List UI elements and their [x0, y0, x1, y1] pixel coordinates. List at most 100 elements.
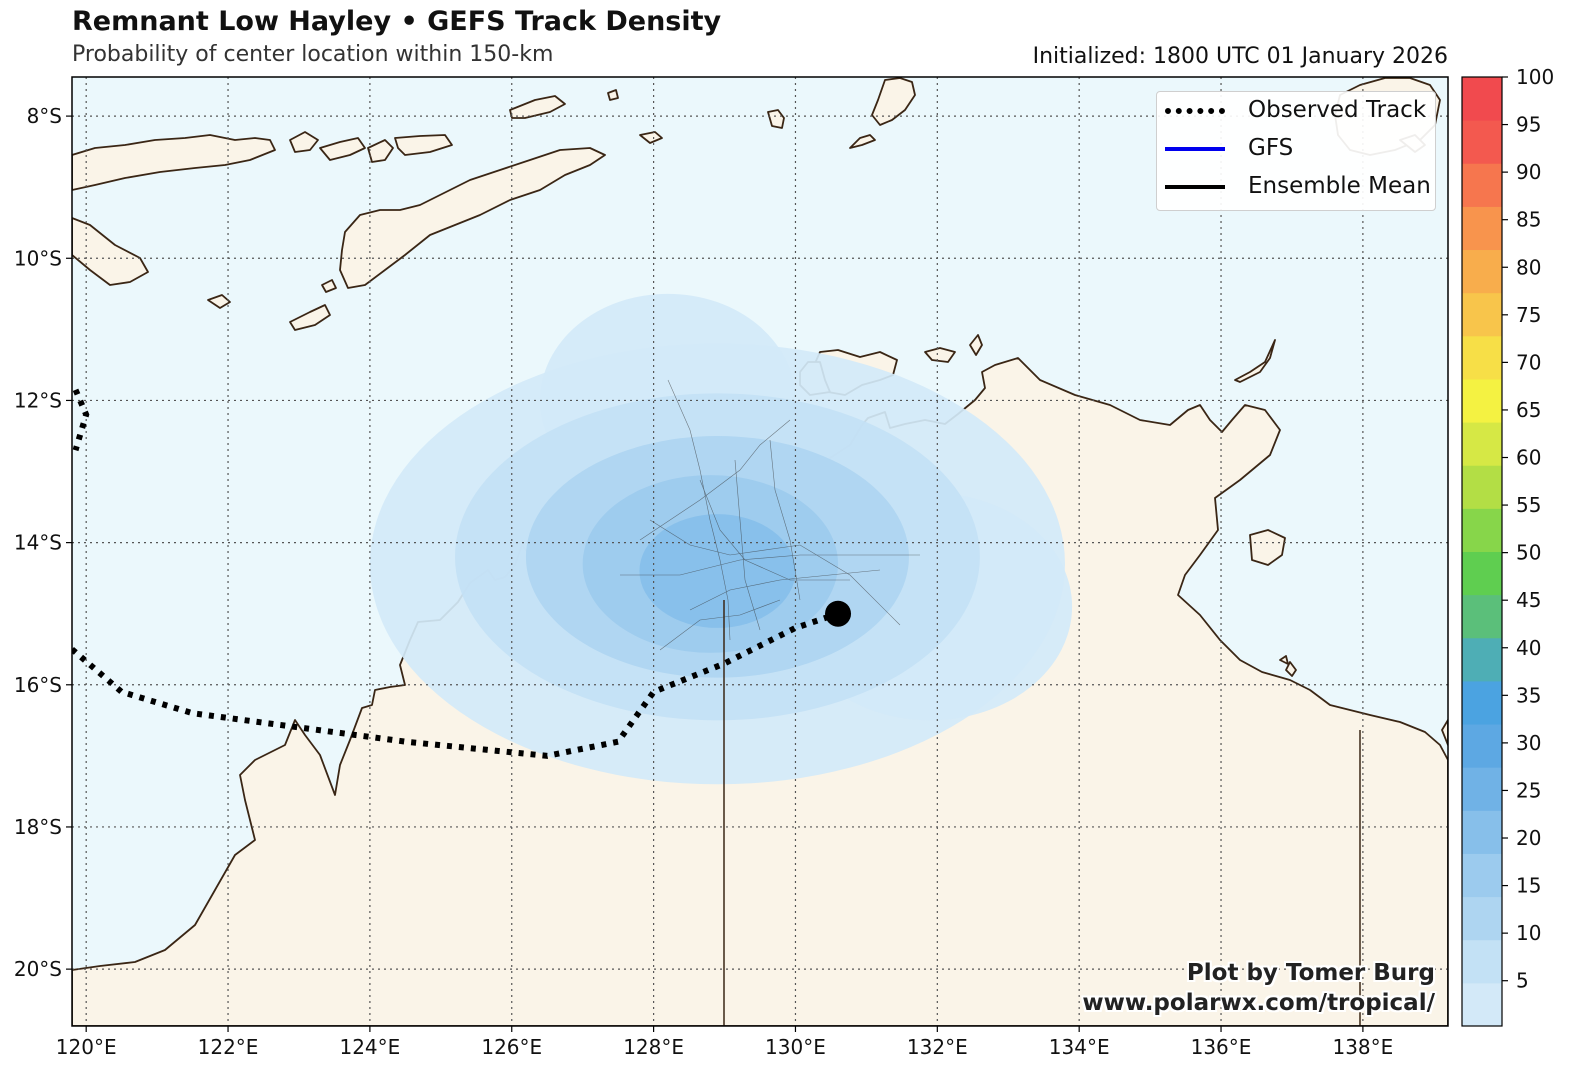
- colorbar-label: 5: [1516, 969, 1529, 993]
- colorbar-label: 20: [1516, 826, 1541, 850]
- legend-swatch-gfs: [1165, 147, 1225, 151]
- colorbar-label: 15: [1516, 874, 1541, 898]
- lon-tick-label: 138°E: [1332, 1035, 1393, 1059]
- colorbar-segment: [1462, 292, 1502, 337]
- rote-island: [289, 304, 331, 331]
- lat-tick-label: 10°S: [14, 246, 62, 270]
- member-track: [639, 419, 791, 541]
- colorbar-segment: [1462, 422, 1502, 466]
- selaru-island: [849, 134, 876, 149]
- colorbar-label: 55: [1516, 493, 1541, 517]
- pantar-island: [367, 139, 394, 163]
- lon-tick-label: 124°E: [339, 1035, 400, 1059]
- density-contour-25: [639, 514, 796, 628]
- legend-swatch-observed: [1165, 108, 1225, 114]
- lon-tick-label: 136°E: [1191, 1035, 1252, 1059]
- colorbar-segment: [1462, 896, 1502, 941]
- colorbar-segment: [1462, 680, 1502, 725]
- colorbar-label: 50: [1516, 541, 1541, 565]
- babar-island: [767, 109, 785, 129]
- groote-eylandt: [1249, 529, 1286, 566]
- colorbar-segment: [1462, 551, 1502, 596]
- legend: Observed Track GFS Ensemble Mean: [1156, 91, 1436, 211]
- colorbar-segment: [1462, 465, 1502, 509]
- lat-tick-label: 12°S: [14, 388, 62, 412]
- member-track: [659, 599, 781, 651]
- legend-item-gfs: GFS: [1165, 134, 1430, 164]
- legend-label-observed: Observed Track: [1248, 97, 1427, 123]
- colorbar-label: 95: [1516, 113, 1541, 137]
- wessel-islands: [1234, 339, 1276, 383]
- ensemble-member-tracks: [620, 379, 920, 651]
- colorbar-segment: [1462, 378, 1502, 423]
- leti-island: [607, 89, 619, 101]
- credit-author: Plot by Tomer Burg: [1186, 960, 1435, 986]
- colorbar-label: 70: [1516, 350, 1541, 374]
- colorbar-segment: [1462, 810, 1502, 854]
- lon-tick-label: 126°E: [481, 1035, 542, 1059]
- lat-tick-label: 14°S: [14, 531, 62, 555]
- lon-tick-label: 128°E: [623, 1035, 684, 1059]
- alor-island: [394, 134, 453, 156]
- colorbar-label: 40: [1516, 636, 1541, 660]
- lon-tick-label: 132°E: [907, 1035, 968, 1059]
- wetar-island: [509, 95, 566, 119]
- colorbar-label: 65: [1516, 398, 1541, 422]
- legend-swatch-ensemble: [1165, 185, 1225, 189]
- colorbar-segment: [1462, 120, 1502, 164]
- member-track: [734, 459, 761, 631]
- current-position-marker: [825, 600, 852, 627]
- colorbar-segment: [1462, 724, 1502, 768]
- colorbar-segment: [1462, 767, 1502, 811]
- colorbar: 5 10 15 20 25 30 35 40 45 50 55 60 65 70 75 80 85 90 95 100: [1461, 65, 1554, 1027]
- credit-url[interactable]: www.polarwx.com/tropical/: [1082, 990, 1435, 1016]
- lon-tick-label: 120°E: [56, 1035, 117, 1059]
- colorbar-label: 10: [1516, 921, 1541, 945]
- observed-track-line: [72, 388, 90, 452]
- gulf-east-coast: [1441, 719, 1448, 746]
- member-track: [667, 379, 731, 641]
- colorbar-segment: [1462, 982, 1502, 1027]
- lat-tick-label: 16°S: [14, 673, 62, 697]
- member-track: [699, 479, 850, 581]
- member-track: [649, 519, 901, 626]
- lon-tick-label: 130°E: [765, 1035, 826, 1059]
- legend-label-gfs: GFS: [1248, 135, 1294, 161]
- kisar-island: [639, 131, 663, 144]
- lon-tick-label: 122°E: [198, 1035, 259, 1059]
- flores-island: [72, 134, 276, 191]
- colorbar-segment: [1462, 508, 1502, 552]
- sir-edward-pellew-islands: [1279, 655, 1297, 677]
- colorbar-segment: [1462, 77, 1502, 121]
- colorbar-segment: [1462, 163, 1502, 207]
- colorbar-frame: [1461, 76, 1503, 1027]
- colorbar-segment: [1462, 637, 1502, 682]
- chart-subtitle: Probability of center location within 15…: [72, 42, 554, 67]
- colorbar-label: 80: [1516, 255, 1541, 279]
- colorbar-label: 90: [1516, 160, 1541, 184]
- lat-tick-label: 8°S: [27, 104, 62, 128]
- solor-island: [289, 131, 319, 153]
- plot-frame: [71, 76, 1449, 1027]
- colorbar-label: 25: [1516, 778, 1541, 802]
- colorbar-segment: [1462, 594, 1502, 639]
- colorbar-segment: [1462, 206, 1502, 251]
- colorbar-segment: [1462, 853, 1502, 898]
- lat-lon-grid: [72, 77, 1448, 1026]
- sumba-island: [72, 217, 149, 286]
- timor-island: [339, 147, 606, 289]
- colorbar-segment: [1462, 335, 1502, 380]
- colorbar-label: 75: [1516, 303, 1541, 327]
- initialized-time: Initialized: 1800 UTC 01 January 2026: [1032, 44, 1448, 69]
- goulburn-island: [969, 334, 983, 356]
- colorbar-label: 100: [1516, 65, 1554, 89]
- chart-title: Remnant Low Hayley • GEFS Track Density: [72, 6, 722, 37]
- tanimbar-island: [871, 77, 916, 126]
- legend-item-observed-track: Observed Track: [1165, 96, 1430, 126]
- colorbar-segment: [1462, 249, 1502, 294]
- lembata-island: [319, 137, 366, 161]
- colorbar-label: 45: [1516, 588, 1541, 612]
- lat-tick-label: 18°S: [14, 815, 62, 839]
- legend-item-ensemble-mean: Ensemble Mean: [1165, 172, 1431, 202]
- legend-label-ensemble: Ensemble Mean: [1248, 173, 1431, 199]
